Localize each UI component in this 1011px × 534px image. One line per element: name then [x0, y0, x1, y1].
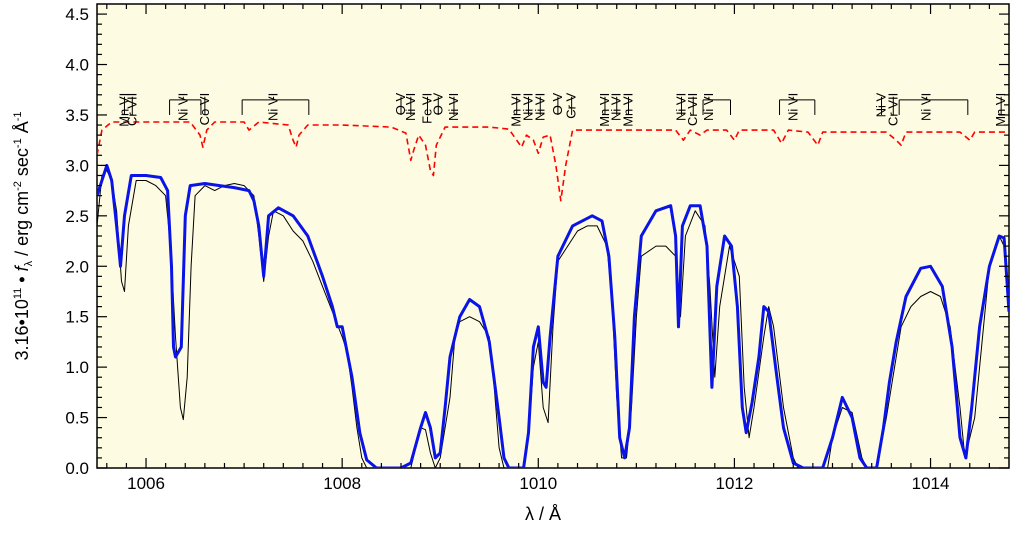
line-id-label: Ni VI — [674, 93, 689, 121]
y-label-unit2-sup: -1 — [12, 138, 24, 148]
line-id-label: Mn VI — [993, 93, 1008, 127]
y-tick-label: 0.5 — [65, 409, 89, 428]
y-tick-label: 2.0 — [65, 257, 89, 276]
line-only-model-line — [97, 121, 1009, 202]
x-tick-label: 1008 — [323, 474, 361, 493]
line-id-label: Ni VI — [266, 93, 281, 121]
y-axis-label: 3.16•1011 • fλ / erg cm-2 sec-1 Å-1 — [12, 112, 35, 361]
line-id-label: Ni VI — [175, 93, 190, 121]
y-label-unit1-sup: -2 — [12, 181, 24, 191]
line-id-label: Mn VI — [509, 93, 524, 127]
y-tick-label: 1.5 — [65, 308, 89, 327]
line-id-label: Mn VI — [621, 93, 636, 127]
line-id-label: Mn VI — [597, 93, 612, 127]
plot-background — [96, 3, 1010, 469]
y-label-unit1: / erg cm — [12, 191, 32, 261]
line-id-label: O V — [550, 92, 565, 115]
line-id-label: O V — [430, 92, 445, 115]
line-id-label: O V — [393, 92, 408, 115]
line-id-label: Mn VI — [117, 93, 132, 127]
line-id-label: Cr VII — [685, 93, 700, 126]
line-id-label: Fe VI — [420, 93, 435, 124]
x-tick-label: 1006 — [127, 474, 165, 493]
y-tick-label: 2.5 — [65, 207, 89, 226]
x-tick-label: 1014 — [912, 474, 950, 493]
y-label-dot: • — [12, 271, 32, 287]
line-id-label: Ni VI — [521, 93, 536, 121]
x-axis-label: λ / Å — [525, 504, 561, 524]
y-label-unit3-sup: -1 — [12, 112, 24, 122]
line-id-label: Ni VI — [532, 93, 547, 121]
y-label-unit3: Å — [12, 121, 32, 138]
line-id-label: Ni VI — [919, 93, 934, 121]
y-tick-label: 3.0 — [65, 156, 89, 175]
line-id-label: Ni VI — [446, 93, 461, 121]
spectrum-traces — [97, 121, 1009, 468]
line-id-label: Ni V — [874, 92, 889, 117]
line-id-label: Ni VI — [785, 93, 800, 121]
line-id-label: Ni VI — [609, 93, 624, 121]
model-spectrum-line — [97, 163, 1009, 468]
y-label-f-sub: λ — [23, 260, 35, 266]
y-label-f: f — [12, 264, 32, 271]
y-tick-label: 1.0 — [65, 358, 89, 377]
y-tick-label: 0.0 — [65, 459, 89, 478]
line-id-label: Cr VII — [885, 93, 900, 126]
line-id-label: Cr V — [564, 92, 579, 118]
y-label-prefix-sup: 11 — [12, 288, 24, 299]
line-id-label: Cr VII — [124, 93, 139, 126]
y-tick-label: 4.0 — [65, 56, 89, 75]
y-label-prefix: 3.16•10 — [12, 299, 32, 360]
line-id-label: Ni VI — [701, 93, 716, 121]
y-tick-label: 4.5 — [65, 5, 89, 24]
y-tick-label: 3.5 — [65, 106, 89, 125]
x-tick-label: 1010 — [519, 474, 557, 493]
line-id-label: Co VI — [197, 93, 212, 126]
x-tick-label: 1012 — [716, 474, 754, 493]
axes: 1006 1008 1010 1012 1014 0.0 0.5 1.0 1.5 2.0 2.5 3.… — [65, 4, 1009, 493]
line-id-label: Ni VI — [403, 93, 418, 121]
y-label-unit2: sec — [12, 148, 32, 181]
